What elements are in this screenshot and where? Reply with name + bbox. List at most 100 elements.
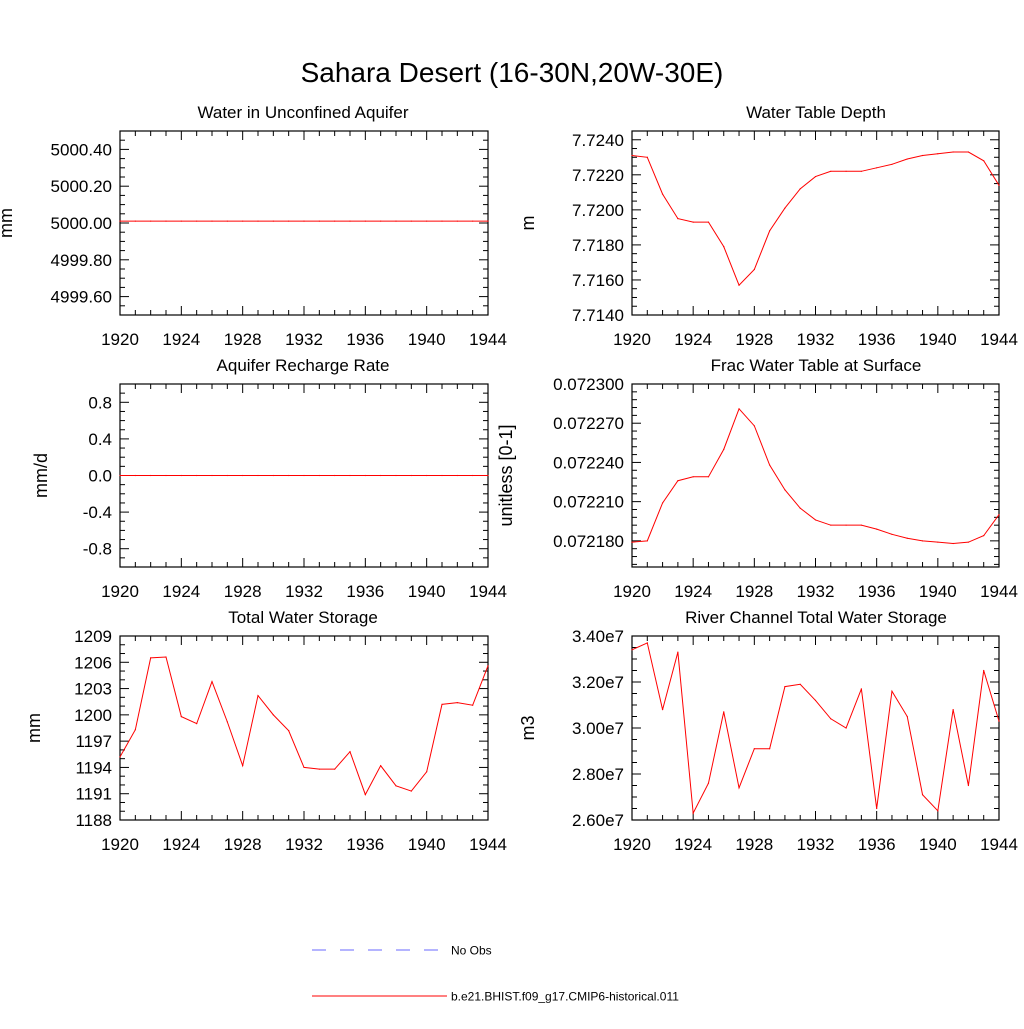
series-line — [631, 151, 1000, 287]
data-point — [998, 514, 1000, 516]
data-point — [487, 474, 489, 477]
data-point — [753, 268, 755, 271]
data-point — [799, 188, 801, 190]
data-point — [303, 220, 305, 222]
data-point — [784, 489, 786, 491]
x-tick-label: 1928 — [735, 835, 773, 854]
x-tick-label: 1936 — [858, 330, 896, 349]
data-point — [272, 714, 274, 716]
panel-title: Aquifer Recharge Rate — [217, 356, 390, 375]
y-tick-label: 0.072270 — [553, 414, 624, 433]
data-point — [380, 474, 382, 477]
data-point — [906, 715, 908, 718]
data-point — [318, 474, 320, 477]
data-point — [631, 154, 633, 157]
x-tick-label: 1940 — [408, 835, 446, 854]
x-tick-label: 1920 — [613, 330, 651, 349]
data-point — [830, 170, 832, 172]
data-point — [211, 220, 213, 222]
data-point — [380, 765, 382, 767]
data-point — [395, 785, 397, 787]
chart-panel: Aquifer Recharge Rate mm/d 1920 1924 1928 193… — [31, 356, 507, 601]
x-tick-label: 1928 — [224, 582, 262, 601]
data-point — [646, 540, 648, 542]
x-tick-label: 1924 — [674, 835, 712, 854]
data-point — [860, 170, 862, 172]
y-tick-label: 1209 — [74, 627, 112, 646]
x-tick-label: 1928 — [224, 835, 262, 854]
data-point — [692, 476, 694, 478]
x-tick-label: 1944 — [469, 835, 507, 854]
data-point — [983, 669, 985, 672]
series-points — [631, 642, 1000, 814]
y-tick-label: 0.072210 — [553, 493, 624, 512]
data-point — [364, 220, 366, 222]
x-tick-label: 1944 — [980, 835, 1018, 854]
data-point — [921, 154, 924, 157]
data-point — [692, 221, 694, 223]
data-point — [364, 793, 366, 796]
series-points — [119, 474, 489, 477]
y-tick-label: 7.7200 — [572, 201, 624, 220]
data-point — [288, 730, 290, 732]
plot-frame — [119, 130, 489, 316]
data-point — [891, 690, 893, 692]
data-point — [677, 651, 679, 653]
data-point — [226, 474, 228, 477]
y-tick-label: 7.7220 — [572, 166, 624, 185]
data-point — [150, 220, 152, 222]
data-point — [257, 694, 259, 697]
data-point — [395, 474, 397, 477]
data-point — [769, 464, 771, 466]
x-tick-label: 1940 — [919, 330, 957, 349]
series-line — [631, 407, 1000, 544]
data-point — [891, 533, 893, 535]
data-point — [395, 220, 397, 222]
data-point — [937, 810, 939, 812]
x-tick-label: 1940 — [919, 835, 957, 854]
y-tick-label: 1203 — [74, 680, 112, 699]
data-point — [410, 790, 412, 792]
series-points — [631, 408, 1000, 545]
data-point — [272, 220, 274, 222]
data-point — [631, 649, 633, 651]
y-tick-label: 7.7160 — [572, 271, 624, 290]
data-point — [937, 541, 939, 543]
y-tick-label: 5000.00 — [51, 214, 112, 233]
data-point — [738, 408, 740, 410]
data-point — [983, 535, 985, 537]
y-tick-label: 1206 — [74, 653, 112, 672]
x-tick-label: 1944 — [469, 582, 507, 601]
series-line — [631, 642, 1000, 815]
data-point — [661, 193, 664, 195]
data-point — [242, 474, 244, 477]
y-tick-label: 4999.80 — [51, 251, 112, 270]
data-point — [845, 170, 847, 172]
x-tick-label: 1924 — [162, 835, 200, 854]
data-point — [661, 709, 664, 711]
y-tick-label: 1194 — [75, 758, 112, 777]
data-point — [998, 720, 1000, 722]
y-tick-label: 1197 — [75, 732, 112, 751]
data-point — [998, 184, 1000, 186]
x-tick-label: 1924 — [162, 582, 200, 601]
data-point — [472, 474, 474, 477]
chart-panel: Total Water Storage mm 1920 1924 1928 1932 193… — [24, 608, 507, 854]
data-point — [257, 474, 259, 477]
data-point — [165, 220, 167, 222]
data-point — [967, 784, 970, 787]
data-point — [272, 474, 274, 477]
legend-model-label: b.e21.BHIST.f09_g17.CMIP6-historical.011 — [451, 990, 679, 1004]
data-point — [150, 474, 152, 477]
x-tick-label: 1936 — [346, 330, 384, 349]
data-point — [134, 474, 136, 477]
y-tick-label: 7.7240 — [572, 131, 624, 150]
data-point — [380, 220, 382, 222]
x-tick-label: 1920 — [613, 582, 651, 601]
data-point — [952, 151, 954, 153]
data-point — [456, 474, 458, 477]
data-point — [677, 218, 679, 220]
panel-title: Total Water Storage — [228, 608, 378, 627]
data-point — [937, 153, 939, 155]
x-tick-label: 1944 — [469, 330, 507, 349]
